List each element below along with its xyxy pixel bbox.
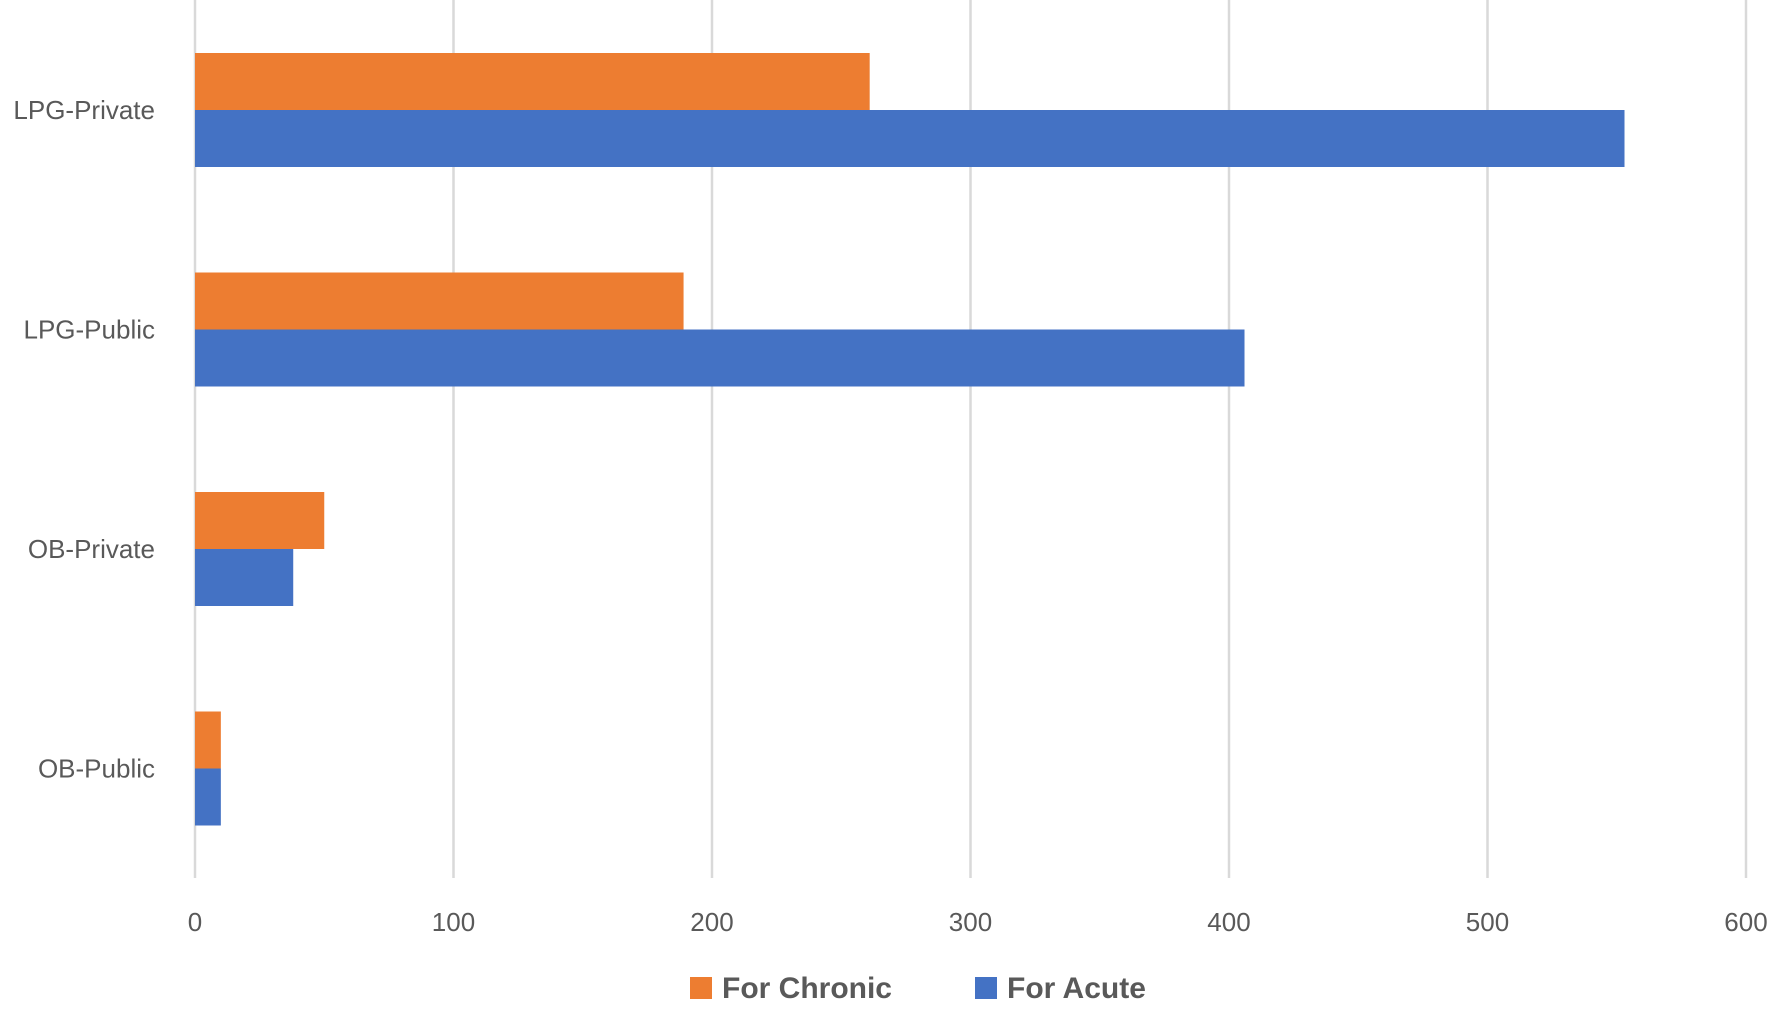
category-label-ob-private: OB-Private	[28, 534, 155, 564]
bar-for-acute-ob-private	[195, 549, 294, 606]
legend: For Chronic For Acute	[690, 972, 1146, 1005]
bar-for-chronic-ob-private	[195, 492, 325, 549]
x-tick-label-600: 600	[1724, 907, 1767, 937]
x-tick-label-100: 100	[432, 907, 475, 937]
legend-swatch-for-acute	[975, 977, 997, 999]
x-tick-labels: 0 100 200 300 400 500 600	[188, 907, 1768, 937]
category-labels: LPG-Private LPG-Public OB-Private OB-Public	[13, 95, 155, 784]
bar-for-chronic-lpg-private	[195, 53, 870, 110]
bar-for-chronic-lpg-public	[195, 272, 684, 330]
category-label-lpg-private: LPG-Private	[13, 95, 155, 125]
legend-label-for-chronic: For Chronic	[722, 972, 892, 1005]
legend-swatch-for-chronic	[690, 977, 712, 999]
category-label-lpg-public: LPG-Public	[24, 315, 156, 345]
bar-for-chronic-ob-public	[195, 711, 221, 769]
bar-for-acute-ob-public	[195, 768, 221, 826]
x-tick-label-0: 0	[188, 907, 202, 937]
bar-for-acute-lpg-private	[195, 110, 1625, 167]
x-tick-label-400: 400	[1207, 907, 1250, 937]
x-tick-label-200: 200	[690, 907, 733, 937]
category-label-ob-public: OB-Public	[38, 754, 155, 784]
legend-label-for-acute: For Acute	[1007, 972, 1146, 1005]
bars	[195, 53, 1625, 826]
x-tick-label-300: 300	[949, 907, 992, 937]
x-tick-label-500: 500	[1466, 907, 1509, 937]
bar-for-acute-lpg-public	[195, 329, 1245, 387]
